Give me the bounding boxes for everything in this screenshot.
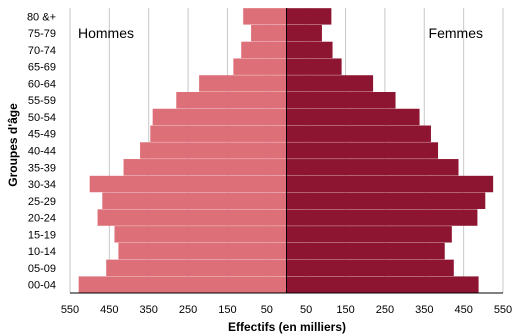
bar-femmes-0 <box>286 8 332 25</box>
bar-hommes-4 <box>199 75 287 92</box>
bar-femmes-15 <box>286 259 454 277</box>
y-tick-label-14: 10-14 <box>28 246 56 258</box>
bar-hommes-6 <box>152 108 287 126</box>
x-tick-label-5: 50 <box>261 304 273 316</box>
y-tick-label-7: 45-49 <box>28 129 56 141</box>
y-tick-label-12: 20-24 <box>28 213 56 225</box>
bar-hommes-7 <box>150 125 287 142</box>
x-tick-label-0: 550 <box>61 304 79 316</box>
y-tick-label-10: 30-34 <box>28 179 56 191</box>
x-tick-label-3: 250 <box>179 304 197 316</box>
bar-femmes-6 <box>286 108 420 126</box>
y-tick-label-8: 40-44 <box>28 146 56 158</box>
bar-hommes-2 <box>241 41 287 59</box>
x-tick-label-7: 150 <box>336 304 354 316</box>
y-tick-label-0: 80 &+ <box>27 11 56 23</box>
x-tick-label-4: 150 <box>218 304 236 316</box>
x-tick-label-1: 450 <box>100 304 118 316</box>
y-tick-label-4: 60-64 <box>28 78 56 90</box>
bar-femmes-13 <box>286 226 452 243</box>
bar-hommes-11 <box>102 192 287 210</box>
x-tick-label-8: 250 <box>376 304 394 316</box>
bar-femmes-1 <box>286 24 322 42</box>
x-axis-title: Effectifs (en milliers) <box>228 320 346 334</box>
bar-femmes-7 <box>286 125 431 142</box>
bar-femmes-16 <box>286 276 479 293</box>
bar-hommes-13 <box>114 226 287 243</box>
y-tick-label-16: 00-04 <box>28 280 56 292</box>
bar-femmes-8 <box>286 142 439 159</box>
bar-hommes-1 <box>251 24 287 42</box>
series-label-hommes: Hommes <box>78 25 134 41</box>
bar-femmes-2 <box>286 41 333 59</box>
bar-hommes-5 <box>176 91 287 109</box>
bar-hommes-14 <box>118 242 287 260</box>
bar-femmes-12 <box>286 209 478 226</box>
bar-femmes-5 <box>286 91 396 109</box>
y-tick-label-5: 55-59 <box>28 95 56 107</box>
y-tick-label-11: 25-29 <box>28 196 56 208</box>
bar-femmes-3 <box>286 58 342 75</box>
bar-hommes-9 <box>123 159 287 176</box>
bar-hommes-15 <box>106 259 287 277</box>
y-tick-label-2: 70-74 <box>28 45 56 57</box>
femmes-bars <box>286 8 494 293</box>
y-tick-label-6: 50-54 <box>28 112 56 124</box>
bar-femmes-4 <box>286 75 374 92</box>
x-tick-label-2: 350 <box>140 304 158 316</box>
bar-hommes-10 <box>89 175 287 193</box>
bar-femmes-11 <box>286 192 486 210</box>
y-tick-label-15: 05-09 <box>28 263 56 275</box>
x-tick-label-9: 350 <box>415 304 433 316</box>
y-tick-label-3: 65-69 <box>28 62 56 74</box>
bar-hommes-0 <box>243 8 287 25</box>
y-tick-label-9: 35-39 <box>28 162 56 174</box>
bar-femmes-10 <box>286 175 494 193</box>
bar-hommes-12 <box>97 209 287 226</box>
bar-hommes-3 <box>233 58 287 75</box>
bar-femmes-14 <box>286 242 445 260</box>
bar-femmes-9 <box>286 159 459 176</box>
x-tick-label-11: 550 <box>494 304 512 316</box>
y-axis-tick-labels: 80 &+ 75-79 70-74 65-69 60-64 55-59 50-54 45-49… <box>27 11 56 291</box>
hommes-bars <box>78 8 287 293</box>
series-label-femmes: Femmes <box>429 25 483 41</box>
y-tick-label-1: 75-79 <box>28 28 56 40</box>
y-tick-label-13: 15-19 <box>28 229 56 241</box>
bar-hommes-8 <box>140 142 287 159</box>
x-axis-tick-labels: 550 450 350 250 150 50 50 150 250 350 450 550 <box>61 304 512 316</box>
bar-hommes-16 <box>78 276 287 293</box>
x-tick-label-10: 450 <box>454 304 472 316</box>
y-axis-title: Groupes d'âge <box>6 103 20 187</box>
x-tick-label-6: 50 <box>300 304 312 316</box>
